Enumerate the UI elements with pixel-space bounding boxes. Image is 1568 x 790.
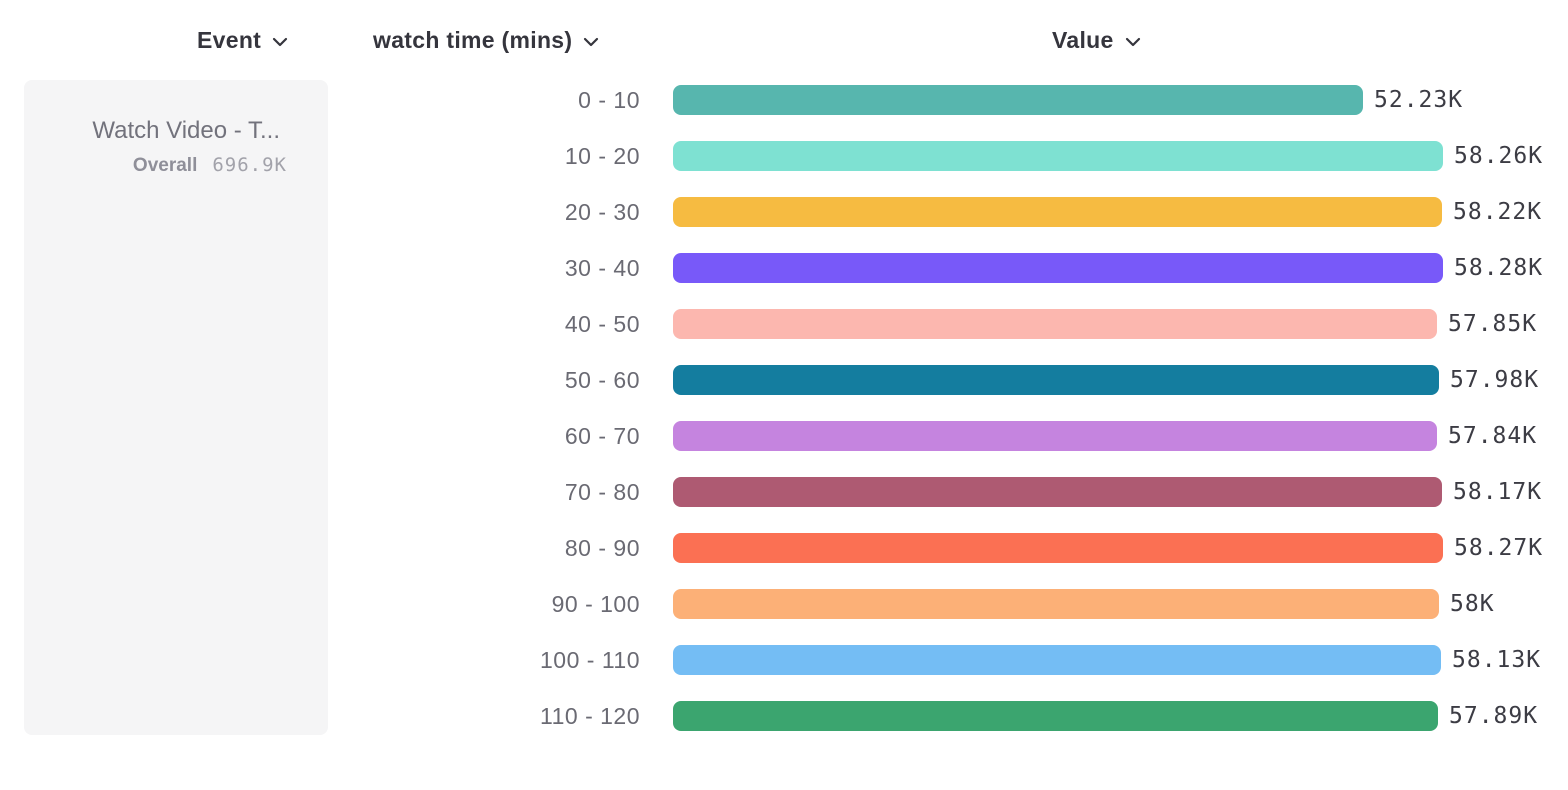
bar-segment[interactable]: [673, 421, 1437, 451]
bar-segment[interactable]: [673, 645, 1441, 675]
bucket-label: 60 - 70: [564, 422, 640, 449]
bucket-label: 10 - 20: [564, 142, 640, 169]
value-label: 52.23K: [1374, 87, 1464, 113]
bucket-label: 80 - 90: [564, 534, 640, 561]
bar-row: 110 - 120 57.89K: [0, 688, 1568, 744]
bar-row: 100 - 110 58.13K: [0, 632, 1568, 688]
event-column-header[interactable]: Event: [197, 27, 288, 54]
value-label: 58.13K: [1452, 647, 1542, 673]
bar-segment[interactable]: [673, 477, 1442, 507]
bar-segment[interactable]: [673, 197, 1442, 227]
value-label: 57.89K: [1449, 703, 1539, 729]
chevron-down-icon: [273, 37, 288, 47]
bar-segment[interactable]: [673, 309, 1437, 339]
value-column-header[interactable]: Value: [1052, 27, 1141, 54]
bar-segment[interactable]: [673, 365, 1439, 395]
bar-segment[interactable]: [673, 85, 1363, 115]
bar-row: 30 - 40 58.28K: [0, 240, 1568, 296]
chevron-down-icon: [1125, 37, 1140, 47]
bar-row: 70 - 80 58.17K: [0, 464, 1568, 520]
bar-row: 40 - 50 57.85K: [0, 296, 1568, 352]
value-label: 58.17K: [1453, 479, 1543, 505]
bucket-label: 40 - 50: [564, 310, 640, 337]
bar-row: 0 - 10 52.23K: [0, 72, 1568, 128]
bar-row: 20 - 30 58.22K: [0, 184, 1568, 240]
value-label: 57.98K: [1450, 367, 1540, 393]
bar-segment[interactable]: [673, 589, 1439, 619]
bar-row: 90 - 100 58K: [0, 576, 1568, 632]
value-label: 58.26K: [1454, 143, 1544, 169]
event-column-label: Event: [197, 27, 262, 53]
bar-segment[interactable]: [673, 533, 1443, 563]
bucket-label: 90 - 100: [551, 590, 640, 617]
breakdown-column-header[interactable]: watch time (mins): [373, 27, 599, 54]
bucket-label: 110 - 120: [540, 702, 640, 729]
breakdown-column-label: watch time (mins): [373, 27, 573, 53]
bucket-label: 0 - 10: [578, 86, 640, 113]
bar-row: 60 - 70 57.84K: [0, 408, 1568, 464]
event-card[interactable]: Watch Video - T... Overall 696.9K: [24, 80, 328, 735]
bucket-label: 70 - 80: [564, 478, 640, 505]
event-overall-row: Overall 696.9K: [133, 154, 287, 177]
value-label: 57.84K: [1448, 423, 1538, 449]
event-title: Watch Video - T...: [92, 117, 280, 144]
value-label: 57.85K: [1448, 311, 1538, 337]
bucket-label: 20 - 30: [564, 198, 640, 225]
chevron-down-icon: [584, 37, 599, 47]
bucket-label: 100 - 110: [540, 646, 640, 673]
bar-segment[interactable]: [673, 701, 1438, 731]
bucket-label: 30 - 40: [564, 254, 640, 281]
value-label: 58.22K: [1453, 199, 1543, 225]
bucket-label: 50 - 60: [564, 366, 640, 393]
value-label: 58.27K: [1454, 535, 1544, 561]
overall-label: Overall: [132, 155, 198, 176]
bar-row: 10 - 20 58.26K: [0, 128, 1568, 184]
bar-segment[interactable]: [673, 141, 1443, 171]
value-label: 58.28K: [1454, 255, 1544, 281]
value-column-label: Value: [1052, 27, 1114, 53]
bar-row: 50 - 60 57.98K: [0, 352, 1568, 408]
bar-segment[interactable]: [673, 253, 1443, 283]
bar-row: 80 - 90 58.27K: [0, 520, 1568, 576]
overall-value: 696.9K: [212, 154, 287, 176]
value-label: 58K: [1450, 591, 1495, 617]
